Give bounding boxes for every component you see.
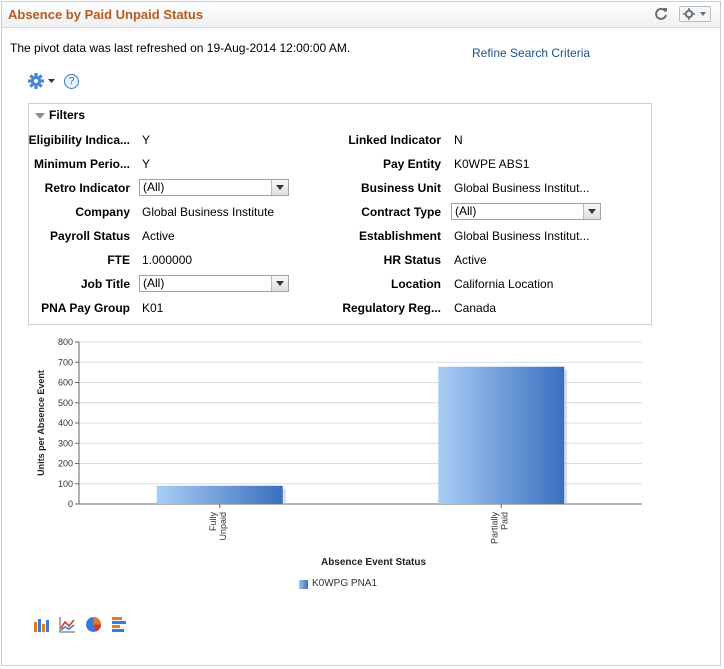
y-tick-label: 600 xyxy=(58,378,73,388)
filter-label: Establishment xyxy=(358,229,441,243)
filter-value: Y xyxy=(142,133,151,147)
y-tick-label: 0 xyxy=(68,499,73,509)
y-tick-label: 700 xyxy=(58,357,73,367)
filter-value: Global Business Institut... xyxy=(454,229,590,243)
line-chart-icon[interactable] xyxy=(59,616,76,633)
filter-label: Company xyxy=(75,205,130,219)
filter-value: 1.000000 xyxy=(142,253,193,267)
filter-label: Pay Entity xyxy=(382,157,441,171)
filter-select-value: (All) xyxy=(143,276,165,290)
filter-value: Active xyxy=(454,253,487,267)
y-tick-label: 200 xyxy=(58,459,73,469)
filter-value: Y xyxy=(142,157,151,171)
chevron-down-icon[interactable] xyxy=(271,276,288,291)
filter-value: Global Business Institut... xyxy=(454,181,590,195)
filter-select[interactable]: (All) xyxy=(139,275,289,292)
filter-label: Location xyxy=(391,277,441,291)
filter-label: Linked Indicator xyxy=(348,133,441,147)
filters-panel: Filters Eligibility Indica... Y Minimum Pe… xyxy=(28,103,652,325)
filter-label: Regulatory Reg... xyxy=(342,301,441,315)
pagelet-title: Absence by Paid Unpaid Status xyxy=(8,7,204,22)
filter-label: PNA Pay Group xyxy=(41,301,130,315)
filter-select[interactable]: (All) xyxy=(451,203,601,220)
legend-swatch xyxy=(299,580,308,589)
y-tick-label: 500 xyxy=(58,398,73,408)
filter-label: Minimum Perio... xyxy=(33,157,130,171)
refine-search-link[interactable]: Refine Search Criteria xyxy=(472,46,591,60)
last-refreshed-text: The pivot data was last refreshed on 19-… xyxy=(10,41,351,55)
chart-options-button[interactable] xyxy=(28,72,60,90)
chevron-down-icon[interactable] xyxy=(583,204,600,219)
filter-label: Business Unit xyxy=(360,181,441,195)
pie-chart-icon[interactable] xyxy=(85,616,102,633)
y-tick-label: 300 xyxy=(58,438,73,448)
refresh-icon[interactable] xyxy=(653,6,669,22)
y-tick-label: 800 xyxy=(58,337,73,347)
horizontal-bar-icon[interactable] xyxy=(111,616,128,633)
filter-select-value: (All) xyxy=(143,180,165,194)
bar xyxy=(156,485,283,504)
help-icon[interactable]: ? xyxy=(64,74,79,89)
filter-value: K01 xyxy=(142,301,164,315)
x-tick-label: Unpaid xyxy=(218,512,228,541)
filter-select[interactable]: (All) xyxy=(139,179,289,196)
filter-value: California Location xyxy=(454,277,554,291)
filter-value: K0WPE ABS1 xyxy=(454,157,530,171)
bar xyxy=(438,366,565,504)
gear-icon xyxy=(28,73,55,89)
filter-label: Contract Type xyxy=(361,205,441,219)
filters-header[interactable]: Filters xyxy=(35,108,85,122)
filter-label: Eligibility Indica... xyxy=(28,133,130,147)
y-tick-label: 400 xyxy=(58,418,73,428)
filter-value: Global Business Institute xyxy=(142,205,275,219)
filter-label: HR Status xyxy=(383,253,441,267)
collapse-triangle-icon xyxy=(35,112,45,119)
y-axis-title: Units per Absence Event xyxy=(36,370,46,476)
x-tick-label: Fully xyxy=(208,512,218,532)
x-tick-label: Paid xyxy=(499,512,509,530)
filter-value: Active xyxy=(142,229,175,243)
chevron-down-icon[interactable] xyxy=(271,180,288,195)
bar-chart: 0 100 200 300 400 500 600 700 800 Fully Unpaid Part… xyxy=(36,337,642,568)
filter-label: FTE xyxy=(107,253,130,267)
x-tick-label: Partially xyxy=(489,512,499,545)
legend-label: K0WPG PNA1 xyxy=(312,578,378,589)
bar-chart-icon[interactable] xyxy=(33,616,50,633)
gear-icon xyxy=(683,8,706,20)
filters-title: Filters xyxy=(49,108,86,122)
filter-label: Payroll Status xyxy=(49,229,130,243)
y-tick-label: 100 xyxy=(58,479,73,489)
filter-select-value: (All) xyxy=(455,204,477,218)
filter-value: Canada xyxy=(454,301,497,315)
filter-label: Job Title xyxy=(80,277,130,291)
pagelet-titlebar: Absence by Paid Unpaid Status xyxy=(2,2,720,28)
pagelet-actions-button[interactable] xyxy=(679,6,711,22)
x-axis-title: Absence Event Status xyxy=(321,557,426,568)
filter-label: Retro Indicator xyxy=(44,181,130,195)
filter-value: N xyxy=(454,133,463,147)
